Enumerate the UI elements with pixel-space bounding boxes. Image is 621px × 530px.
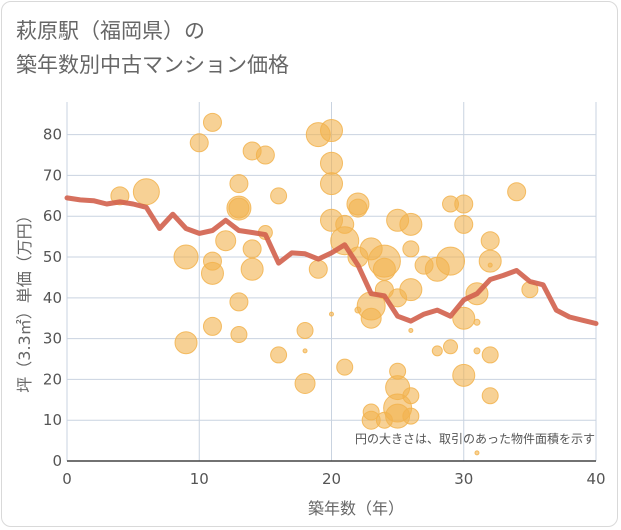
bubble-point-15 [240,257,264,281]
bubble-point-28 [320,172,343,196]
bubble-point-21 [270,346,288,364]
x-tick-label-3: 30 [454,470,473,488]
bubble-point-7 [215,230,237,252]
bubble-point-76 [487,262,493,268]
y-tick-label-0: 0 [52,452,62,470]
bubble-point-67 [454,214,474,234]
bubble-point-41 [360,307,382,329]
bubble-point-24 [294,372,316,394]
bubble-point-33 [335,214,355,234]
y-tick-label-4: 40 [43,289,62,307]
bubble-point-20 [230,326,248,344]
bubble-point-16 [270,187,288,205]
bubble-point-74 [480,231,500,251]
bubble-point-45 [372,257,396,281]
bubble-point-6 [200,261,224,285]
bubble-point-73 [474,450,480,456]
average-price-line [64,195,599,326]
bubble-point-77 [481,346,499,364]
bubble-point-2 [189,133,209,153]
bubble-point-1 [132,178,160,206]
bubble-point-3 [202,112,222,132]
bubble-point-35 [348,198,368,218]
bubble-point-57 [408,327,414,333]
title-line-1: 萩原駅（福岡県）の [16,19,205,43]
bubble-point-31 [308,259,328,279]
bubble-point-68 [452,306,476,330]
y-tick-label-3: 30 [43,330,62,348]
y-tick-label-8: 80 [43,126,62,144]
bubble-layer [110,112,539,456]
bubble-point-59 [402,407,420,425]
bubble-point-79 [507,182,527,202]
bubble-point-10 [228,197,250,219]
x-tick-label-2: 20 [322,470,341,488]
chart-title: 萩原駅（福岡県）の 築年数別中古マンション価格 [16,14,289,82]
bubble-point-4 [173,244,199,270]
bubble-point-13 [242,239,262,259]
bubble-point-17 [229,292,249,312]
bubble-point-19 [174,331,198,355]
bubble-point-27 [320,151,343,175]
bubble-point-37 [336,358,354,376]
bubble-point-72 [473,347,481,355]
bubble-point-22 [296,321,314,339]
bubble-point-26 [320,119,343,143]
bubble-point-66 [454,194,474,214]
x-tick-label-1: 10 [190,470,209,488]
bubble-point-78 [481,387,499,405]
bubble-point-30 [329,311,334,317]
bubble-point-65 [443,339,459,355]
x-tick-label-0: 0 [62,470,72,488]
bubble-point-71 [473,318,481,326]
y-axis-label: 坪（3.3㎡）単価（万円） [15,207,34,392]
y-tick-labels: 0 10 20 30 40 50 60 70 80 [43,126,62,470]
y-tick-label-1: 10 [43,411,62,429]
bubble-point-69 [452,363,476,387]
x-tick-labels: 0 10 20 30 40 [62,470,605,488]
bubble-point-54 [399,212,423,236]
bubble-point-55 [402,240,420,258]
bubble-point-23 [302,348,308,354]
bubble-point-12 [255,145,275,165]
bubble-point-18 [202,316,222,336]
bubble-point-62 [431,345,443,357]
y-tick-label-6: 60 [43,207,62,225]
y-tick-label-2: 20 [43,370,62,388]
x-tick-label-4: 40 [586,470,605,488]
bubble-point-63 [436,246,466,276]
x-axis-label: 築年数（年） [308,499,404,518]
y-tick-label-5: 50 [43,248,62,266]
bubble-size-note: 円の大きさは、取引のあった物件面積を示す [355,431,595,446]
bubble-point-58 [402,387,420,405]
bubble-point-8 [229,174,249,194]
bubble-point-56 [399,278,423,302]
title-line-2: 築年数別中古マンション価格 [16,53,289,77]
grid-lines [66,102,597,461]
bubble-point-75 [478,249,502,273]
y-tick-label-7: 70 [43,166,62,184]
